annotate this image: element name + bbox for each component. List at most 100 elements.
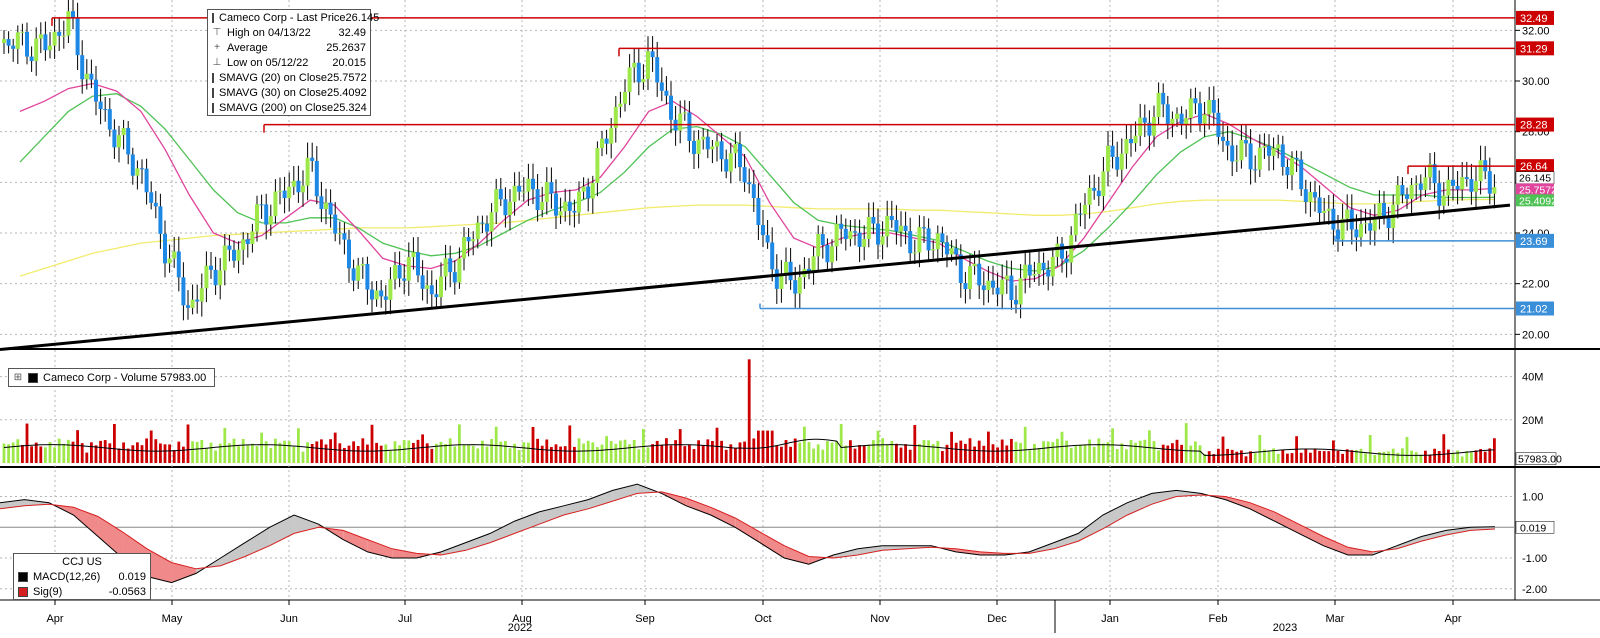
candle-body [268, 216, 273, 225]
volume-bar [1207, 451, 1211, 463]
volume-bar [481, 440, 484, 463]
candle-body [255, 204, 259, 232]
candle-body [1382, 202, 1386, 218]
candle-body [692, 141, 696, 155]
candle-body [577, 191, 581, 213]
volume-bar [1129, 440, 1133, 463]
candle-body [25, 31, 29, 57]
candle-body [186, 305, 190, 308]
candle-body [1285, 166, 1290, 176]
candle-body [682, 112, 687, 114]
candle-body [250, 231, 255, 245]
volume-bar [416, 439, 420, 463]
candle-body [1175, 113, 1179, 119]
candle-body [738, 144, 742, 168]
volume-bar [251, 443, 254, 463]
volume-bar [99, 440, 102, 463]
volume-bar [596, 447, 599, 463]
volume-bar [1014, 441, 1018, 463]
candle-body [1418, 183, 1423, 190]
volume-bar [632, 439, 636, 463]
volume-bar [1042, 441, 1045, 463]
volume-bar [1341, 453, 1344, 463]
price-legend-row: SMAVG (20) on Close 25.7572 [208, 70, 370, 85]
candle-body [701, 136, 706, 140]
candle-body [61, 35, 66, 37]
volume-bar [352, 441, 355, 463]
volume-bar [44, 447, 47, 463]
candle-body [1395, 185, 1400, 205]
candle-body [1055, 243, 1060, 257]
volume-bar [858, 445, 861, 463]
candle-body [305, 157, 310, 186]
candle-body [158, 206, 163, 234]
macd-fill-segment [245, 527, 270, 557]
macd-fill-segment [1053, 533, 1079, 549]
volume-bar [398, 445, 401, 463]
price-legend-row: ⊤ High on 04/13/22 32.49 [208, 25, 370, 40]
macd-fill-segment [441, 542, 466, 555]
candle-body [876, 223, 880, 245]
volume-bar [513, 443, 516, 463]
volume-bar [867, 444, 871, 463]
volume-bar [131, 445, 135, 463]
candle-body [190, 299, 195, 308]
candle-body [287, 186, 292, 199]
candle-body [429, 285, 434, 295]
volume-bar [467, 444, 470, 463]
macd-fill-segment [1249, 502, 1275, 522]
signal-swatch-icon [18, 586, 28, 597]
volume-bar [25, 423, 29, 463]
candle-body [1000, 279, 1005, 295]
volume-bar [1235, 451, 1239, 463]
volume-bar [964, 443, 967, 463]
candle-body [107, 109, 112, 130]
candle-body [848, 231, 853, 240]
candle-body [1064, 258, 1069, 263]
price-level-label: 26.64 [1520, 161, 1548, 173]
candle-body [650, 51, 655, 58]
candle-body [1460, 177, 1465, 190]
candle-body [604, 138, 609, 144]
macd-fill-segment [465, 533, 491, 551]
volume-bar [126, 448, 130, 463]
candle-body [609, 127, 614, 144]
volume-bar [504, 440, 507, 463]
volume-bar [1102, 443, 1105, 463]
candle-body [130, 154, 135, 176]
last-price-swatch-icon [212, 12, 214, 23]
candle-body [862, 238, 867, 247]
volume-bar [324, 444, 328, 463]
volume-bar [950, 431, 953, 463]
volume-bar [1249, 451, 1252, 463]
candle-body [1142, 117, 1147, 123]
volume-bar [76, 430, 79, 463]
volume-bar [62, 443, 66, 463]
candle-body [719, 141, 724, 160]
expand-icon[interactable]: ⊞ [13, 372, 23, 383]
candle-body [38, 34, 43, 39]
x-tick-label: Nov [870, 613, 890, 625]
volume-bar [881, 438, 884, 463]
candle-body [402, 278, 407, 281]
macd-line [0, 483, 1496, 584]
candle-body [825, 244, 830, 263]
candle-body [153, 202, 158, 207]
candle-body [581, 186, 586, 192]
volume-bar [1069, 447, 1073, 463]
volume-bar [996, 447, 999, 463]
candle-body [1423, 177, 1428, 190]
volume-bar [1419, 454, 1423, 463]
volume-bar [402, 439, 406, 463]
volume-bar [793, 438, 797, 463]
x-tick-label: Oct [754, 613, 771, 625]
candle-body [535, 189, 540, 211]
candle-body [236, 249, 241, 261]
candle-body [163, 233, 167, 264]
candle-body [264, 204, 269, 225]
macd-tick-label: 1.00 [1522, 492, 1543, 504]
candle-body [1041, 262, 1046, 270]
volume-bar [582, 443, 585, 463]
candle-body [1046, 269, 1051, 277]
candle-body [29, 56, 34, 62]
